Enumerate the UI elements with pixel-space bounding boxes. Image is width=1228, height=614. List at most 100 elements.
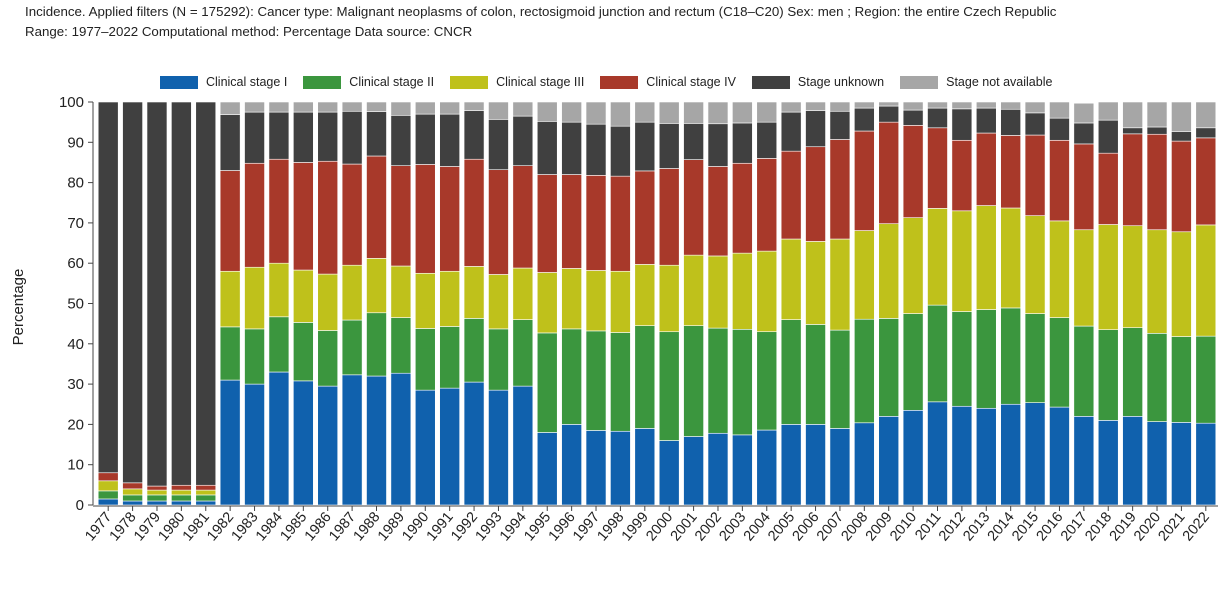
- bar-segment-stage-not-available-1993[interactable]: [488, 101, 509, 120]
- bar-segment-clinical-stage-i-1991[interactable]: [439, 387, 460, 506]
- bar-segment-clinical-stage-ii-1978[interactable]: [122, 494, 143, 502]
- bar-segment-clinical-stage-ii-2017[interactable]: [1073, 325, 1095, 417]
- bar-segment-clinical-stage-ii-1982[interactable]: [219, 326, 241, 381]
- bar-segment-stage-unknown-1997[interactable]: [585, 123, 607, 176]
- bar-segment-clinical-stage-i-2014[interactable]: [1000, 403, 1021, 506]
- bar-segment-clinical-stage-ii-1999[interactable]: [634, 325, 656, 429]
- bar-segment-clinical-stage-iii-2007[interactable]: [829, 238, 851, 331]
- bar-segment-stage-unknown-1988[interactable]: [366, 111, 387, 157]
- bar-segment-stage-unknown-1992[interactable]: [463, 110, 485, 160]
- bar-segment-clinical-stage-iv-1998[interactable]: [610, 175, 631, 272]
- bar-segment-clinical-stage-iii-2022[interactable]: [1195, 224, 1217, 337]
- bar-segment-clinical-stage-i-1999[interactable]: [634, 428, 656, 506]
- bar-segment-stage-not-available-2003[interactable]: [732, 101, 753, 124]
- bar-segment-stage-unknown-1996[interactable]: [561, 121, 582, 175]
- bar-segment-clinical-stage-iii-2019[interactable]: [1122, 225, 1143, 328]
- bar-segment-clinical-stage-iv-2018[interactable]: [1097, 152, 1119, 225]
- bar-segment-clinical-stage-i-2006[interactable]: [805, 424, 826, 506]
- bar-segment-stage-not-available-1992[interactable]: [463, 101, 485, 111]
- bar-segment-clinical-stage-iii-2003[interactable]: [732, 252, 753, 330]
- bar-segment-stage-not-available-1989[interactable]: [390, 101, 412, 116]
- bar-segment-stage-not-available-2006[interactable]: [805, 101, 826, 111]
- bar-segment-stage-not-available-1988[interactable]: [366, 101, 387, 112]
- bar-segment-clinical-stage-iv-2000[interactable]: [658, 168, 680, 266]
- bar-segment-clinical-stage-i-2018[interactable]: [1097, 420, 1119, 506]
- bar-segment-clinical-stage-ii-2003[interactable]: [732, 328, 753, 436]
- bar-segment-stage-not-available-2016[interactable]: [1049, 101, 1070, 119]
- bar-segment-stage-unknown-1999[interactable]: [634, 121, 656, 172]
- bar-segment-clinical-stage-ii-1983[interactable]: [244, 328, 265, 385]
- bar-segment-clinical-stage-iii-2011[interactable]: [927, 208, 948, 306]
- bar-segment-clinical-stage-i-2011[interactable]: [927, 401, 948, 506]
- bar-segment-stage-unknown-2011[interactable]: [927, 107, 948, 129]
- bar-segment-clinical-stage-ii-2016[interactable]: [1049, 317, 1070, 408]
- bar-segment-clinical-stage-iv-2004[interactable]: [756, 158, 778, 252]
- bar-segment-stage-unknown-1983[interactable]: [244, 111, 265, 164]
- bar-segment-clinical-stage-iv-1992[interactable]: [463, 158, 485, 267]
- legend-item-stage-not-available[interactable]: Stage not available: [900, 75, 1052, 89]
- bar-segment-clinical-stage-iii-1989[interactable]: [390, 265, 412, 318]
- bar-segment-stage-unknown-2015[interactable]: [1024, 112, 1046, 136]
- bar-segment-stage-unknown-1986[interactable]: [317, 111, 339, 162]
- bar-segment-clinical-stage-iv-2005[interactable]: [780, 150, 802, 240]
- bar-segment-clinical-stage-i-2008[interactable]: [854, 422, 875, 506]
- bar-segment-clinical-stage-iv-1981[interactable]: [195, 484, 217, 491]
- bar-segment-clinical-stage-iii-2006[interactable]: [805, 241, 826, 325]
- bar-segment-clinical-stage-ii-2002[interactable]: [707, 327, 729, 434]
- bar-segment-clinical-stage-iii-2004[interactable]: [756, 250, 778, 333]
- bar-segment-clinical-stage-ii-2001[interactable]: [683, 325, 704, 437]
- bar-segment-stage-not-available-2021[interactable]: [1171, 101, 1192, 132]
- bar-segment-clinical-stage-iv-2011[interactable]: [927, 127, 948, 209]
- bar-segment-clinical-stage-iii-2021[interactable]: [1171, 231, 1192, 337]
- bar-segment-clinical-stage-iv-1982[interactable]: [219, 170, 241, 272]
- bar-segment-clinical-stage-i-2020[interactable]: [1146, 421, 1168, 506]
- bar-segment-stage-not-available-2013[interactable]: [975, 101, 997, 109]
- bar-segment-stage-not-available-1982[interactable]: [219, 101, 241, 115]
- bar-segment-stage-not-available-1984[interactable]: [268, 101, 290, 113]
- bar-segment-clinical-stage-ii-2012[interactable]: [951, 311, 973, 407]
- bar-segment-stage-unknown-2008[interactable]: [854, 107, 875, 132]
- bar-segment-clinical-stage-i-2015[interactable]: [1024, 402, 1046, 506]
- bar-segment-clinical-stage-ii-2007[interactable]: [829, 329, 851, 429]
- bar-segment-clinical-stage-i-2001[interactable]: [683, 436, 704, 506]
- bar-segment-clinical-stage-iv-1991[interactable]: [439, 166, 460, 272]
- bar-segment-clinical-stage-i-2022[interactable]: [1195, 422, 1217, 506]
- bar-segment-clinical-stage-i-1990[interactable]: [414, 389, 436, 506]
- bar-segment-stage-unknown-1989[interactable]: [390, 115, 412, 166]
- bar-segment-clinical-stage-ii-1993[interactable]: [488, 328, 509, 391]
- bar-segment-clinical-stage-iii-1988[interactable]: [366, 258, 387, 314]
- bar-segment-stage-not-available-1997[interactable]: [585, 101, 607, 125]
- bar-segment-stage-not-available-1995[interactable]: [536, 101, 558, 122]
- bar-segment-stage-unknown-1982[interactable]: [219, 114, 241, 171]
- bar-segment-clinical-stage-i-2002[interactable]: [707, 432, 729, 506]
- bar-segment-clinical-stage-iii-1981[interactable]: [195, 489, 217, 496]
- bar-segment-stage-not-available-2014[interactable]: [1000, 101, 1021, 110]
- bar-segment-clinical-stage-iv-1993[interactable]: [488, 169, 509, 275]
- bar-segment-clinical-stage-iv-2009[interactable]: [878, 121, 900, 225]
- bar-segment-clinical-stage-ii-2018[interactable]: [1097, 329, 1119, 421]
- bar-segment-stage-unknown-1993[interactable]: [488, 119, 509, 171]
- bar-segment-clinical-stage-ii-2019[interactable]: [1122, 327, 1143, 417]
- bar-segment-clinical-stage-iii-1987[interactable]: [341, 264, 363, 321]
- bar-segment-stage-not-available-2004[interactable]: [756, 101, 778, 123]
- bar-segment-stage-not-available-2001[interactable]: [683, 101, 704, 124]
- legend-item-clinical-stage-2[interactable]: Clinical stage II: [303, 75, 434, 89]
- bar-segment-clinical-stage-ii-1997[interactable]: [585, 330, 607, 431]
- bar-segment-clinical-stage-iii-2018[interactable]: [1097, 224, 1119, 330]
- bar-segment-clinical-stage-ii-1981[interactable]: [195, 494, 217, 502]
- bar-segment-clinical-stage-i-1993[interactable]: [488, 389, 509, 506]
- bar-segment-clinical-stage-iv-2020[interactable]: [1146, 133, 1168, 231]
- bar-segment-clinical-stage-iv-1986[interactable]: [317, 160, 339, 275]
- bar-segment-clinical-stage-i-1997[interactable]: [585, 430, 607, 506]
- bar-segment-clinical-stage-i-2013[interactable]: [975, 407, 997, 506]
- bar-segment-clinical-stage-iii-1985[interactable]: [293, 269, 314, 323]
- bar-segment-clinical-stage-iii-1983[interactable]: [244, 266, 265, 330]
- bar-segment-clinical-stage-ii-1985[interactable]: [293, 322, 314, 382]
- bar-segment-clinical-stage-iii-1978[interactable]: [122, 488, 143, 496]
- bar-segment-clinical-stage-ii-1996[interactable]: [561, 328, 582, 425]
- bar-segment-clinical-stage-iv-1999[interactable]: [634, 170, 656, 265]
- bar-segment-clinical-stage-iv-1979[interactable]: [146, 485, 168, 491]
- bar-segment-clinical-stage-iv-1983[interactable]: [244, 162, 265, 268]
- bar-segment-clinical-stage-iii-2008[interactable]: [854, 230, 875, 320]
- bar-segment-stage-unknown-1998[interactable]: [610, 125, 631, 177]
